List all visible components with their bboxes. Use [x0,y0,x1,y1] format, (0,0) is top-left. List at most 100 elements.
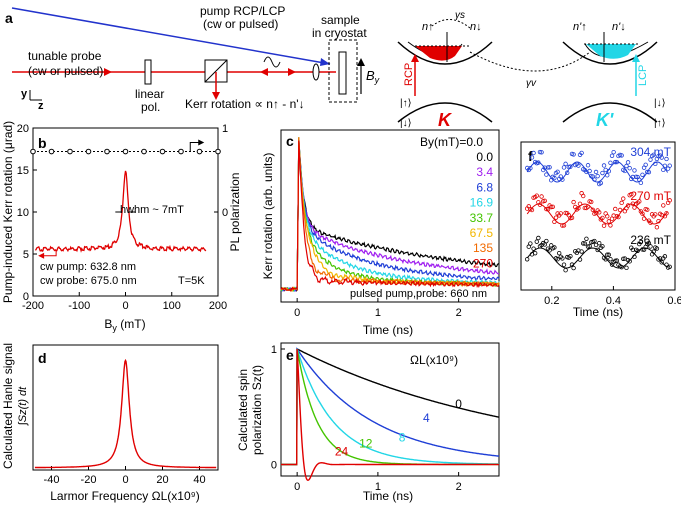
f-point-2 [621,256,626,261]
gamma-s-arc [431,19,471,29]
f-point-1 [632,205,637,210]
valley-kp-label: K' [596,110,614,130]
f-point-0 [622,168,628,174]
f-point-1 [529,207,535,213]
f-point-1 [548,204,554,210]
panel-e-ylabel-1: Calculated spin [236,369,250,451]
f-point-2 [654,246,660,251]
e-xtick-label: 0 [294,481,300,493]
f-point-2 [600,244,605,249]
f-point-2 [619,264,624,270]
f-point-1 [600,215,605,221]
f-label-1: 270 mT [630,189,671,203]
e-label-4: 4 [423,411,430,425]
f-point-2 [569,262,575,267]
panel-c-frame [280,129,500,303]
c-xtick-label: 2 [456,307,462,319]
e-xtick-label: 2 [456,481,462,493]
f-point-0 [552,175,557,181]
f-point-1 [534,193,539,198]
kp-filled-state [586,44,636,59]
probe-label-1: tunable probe [28,49,102,63]
f-point-2 [667,264,672,270]
f-point-0 [624,163,629,169]
f-point-2 [651,249,656,254]
f-point-1 [545,207,551,212]
sample [338,51,347,95]
panel-b-note-probe: cw probe: 675.0 nm [40,275,137,287]
f-point-2 [635,248,640,253]
b-pl-point [67,148,73,155]
panel-b-note-pump: cw pump: 632.8 nm [40,261,136,273]
linear-label-1: linear [135,87,164,101]
e-series-24 [281,348,499,481]
f-point-2 [582,241,588,246]
f-xtick-label: 0.2 [544,295,559,307]
f-point-0 [545,165,551,170]
f-point-1 [561,223,567,228]
panel-d-plot: -40 -20 0 20 40 [34,358,217,486]
f-point-2 [563,267,568,273]
gamma-v-arc [469,51,591,72]
f-point-2 [614,258,620,263]
c-legend-3.4: 3.4 [476,165,493,179]
gamma-s-label: γs [455,10,465,21]
f-point-1 [648,220,653,225]
f-point-0 [531,150,536,156]
f-point-1 [560,223,565,228]
f-point-0 [544,172,549,177]
f-point-2 [532,250,538,256]
pump-beam [11,7,331,65]
f-point-0 [645,169,650,175]
panel-f-plot: 0.2 0.4 0.6 304 mT 270 mT 236 mT [524,145,681,307]
f-point-0 [565,170,570,175]
hwhm-annotation: hwhm ~ 7mT [120,204,184,216]
f-point-0 [653,161,658,167]
k-ket-up: |↑⟩ [400,98,412,109]
f-point-1 [640,211,645,216]
c-series-6.8 [280,139,500,292]
f-point-0 [614,159,620,165]
f-point-0 [662,163,668,169]
f-point-1 [664,211,669,216]
linear-label-2: pol. [141,100,160,114]
panel-b-xlabel: By (mT) [104,317,145,333]
probe-label-2: (cw or pulsed) [28,64,103,78]
probe-arrow-2 [288,68,296,76]
c-series-270 [280,140,500,292]
sample-label-1: sample [321,13,360,27]
f-point-1 [577,201,583,207]
panel-d-ylabel-2: ∫Sz(t) dt [17,386,29,426]
d-xtick-label: 40 [193,474,205,486]
f-point-1 [553,215,559,220]
e-xtick-label: 1 [375,481,381,493]
e-series-8 [281,348,499,466]
n-up-label: n↑ [422,21,434,33]
f-point-0 [611,149,616,155]
f-point-1 [581,193,586,199]
f-point-1 [552,219,557,225]
f-point-1 [653,212,658,217]
f-point-0 [606,168,612,174]
valley-k-label: K [438,110,453,130]
f-point-2 [593,242,599,248]
f-point-2 [531,246,536,251]
f-point-0 [579,150,584,156]
f-point-1 [637,199,642,204]
c-xtick-label: 1 [375,307,381,319]
valley-k-diagram: n↑ n↓ γs RCP |↑⟩ |↓⟩ K [397,10,493,130]
f-point-0 [547,165,552,170]
f-point-0 [608,160,613,165]
f-point-0 [648,157,653,162]
b-pl-point [215,148,221,155]
n-down-prime-label: n'↓ [612,21,626,33]
f-point-2 [561,262,567,267]
f-point-2 [577,257,583,262]
f-point-1 [605,214,610,219]
f-point-2 [606,252,612,257]
f-point-2 [552,245,557,250]
b-xtick-label: 100 [163,300,181,312]
b-pl-point [159,148,166,155]
f-point-2 [579,249,584,254]
f-point-1 [613,206,618,212]
